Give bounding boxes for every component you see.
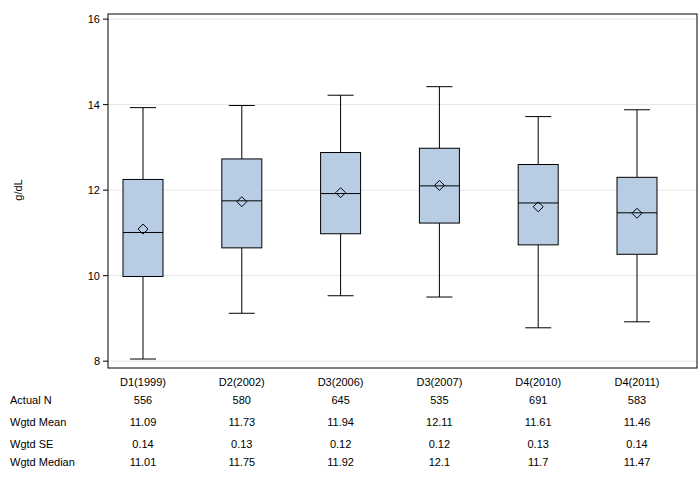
box [518, 164, 558, 244]
table-value: 0.13 [231, 438, 252, 450]
category-label: D1(1999) [120, 376, 166, 388]
mean-marker [336, 188, 346, 198]
table-value: 0.12 [330, 438, 351, 450]
row-label: Wgtd Mean [10, 416, 66, 428]
category-label: D3(2006) [318, 376, 364, 388]
whisker-low [439, 223, 440, 297]
whisker-low [538, 245, 539, 328]
category-label: D4(2011) [614, 376, 659, 388]
table-value: 11.73 [228, 416, 255, 428]
tick-label: 10 [88, 270, 100, 282]
whisker-cap-low [130, 359, 156, 360]
table-value: 0.14 [132, 438, 153, 450]
table-value: 583 [628, 394, 646, 406]
row-label: Wgtd SE [10, 438, 53, 450]
whisker-cap-high [229, 105, 255, 106]
box [222, 159, 262, 248]
box [419, 148, 459, 223]
tick-mark [103, 361, 108, 362]
box [321, 153, 361, 234]
table-value: 580 [233, 394, 251, 406]
table-value: 11.61 [525, 416, 552, 428]
whisker-high [439, 87, 440, 149]
mean-marker [533, 202, 543, 212]
whisker-cap-low [525, 327, 551, 328]
row-label: Wgtd Median [10, 456, 75, 468]
grid-line [108, 361, 697, 362]
chart: 8 10 12 14 16 g/dL D1(1999) D2(2002) D3(2006) D3(… [0, 0, 700, 500]
axis-label: g/dL [12, 179, 24, 200]
grid-line [108, 190, 697, 191]
table-value: 12.1 [429, 456, 450, 468]
tick-mark [103, 104, 108, 105]
whisker-low [637, 254, 638, 322]
whisker-low [241, 248, 242, 313]
grid-line [108, 104, 697, 105]
whisker-cap-high [624, 109, 650, 110]
table-value: 11.94 [327, 416, 354, 428]
background [0, 0, 700, 500]
whisker-cap-low [229, 313, 255, 314]
tick-mark [103, 19, 108, 20]
whisker-cap-low [624, 321, 650, 322]
whisker-low [340, 234, 341, 296]
median-line [419, 185, 459, 186]
mean-marker [138, 224, 148, 234]
whisker-cap-high [130, 107, 156, 108]
whisker-cap-low [328, 295, 354, 296]
tick-label: 14 [88, 99, 100, 111]
category-label: D3(2007) [416, 376, 462, 388]
table-value: 645 [331, 394, 349, 406]
tick-label: 12 [88, 184, 100, 196]
table-value: 691 [529, 394, 547, 406]
whisker-high [241, 105, 242, 158]
mean-marker [237, 197, 247, 207]
whisker-cap-low [426, 297, 452, 298]
table-value: 556 [134, 394, 152, 406]
median-line [518, 202, 558, 203]
median-line [123, 232, 163, 233]
plot-frame [108, 14, 697, 368]
table-value: 11.7 [528, 456, 549, 468]
median-line [617, 212, 657, 213]
whisker-cap-high [328, 95, 354, 96]
table-value: 0.12 [429, 438, 450, 450]
table-value: 11.46 [624, 416, 651, 428]
table-value: 11.47 [624, 456, 651, 468]
row-label: Actual N [10, 394, 52, 406]
category-label: D4(2010) [515, 376, 561, 388]
whisker-cap-high [426, 86, 452, 87]
box [617, 177, 657, 254]
whisker-cap-high [525, 116, 551, 117]
table-value: 11.92 [327, 456, 354, 468]
whisker-high [340, 95, 341, 152]
median-line [222, 200, 262, 201]
plot-area [123, 87, 657, 359]
table-value: 11.75 [228, 456, 255, 468]
whisker-high [143, 108, 144, 180]
mean-marker [632, 208, 642, 218]
whisker-high [538, 117, 539, 165]
table-value: 0.14 [626, 438, 647, 450]
table-value: 11.01 [130, 456, 157, 468]
whisker-high [637, 110, 638, 178]
tick-mark [103, 275, 108, 276]
table-value: 11.09 [130, 416, 157, 428]
category-label: D2(2002) [219, 376, 265, 388]
table-value: 535 [430, 394, 448, 406]
table-value: 12.11 [426, 416, 453, 428]
median-line [321, 193, 361, 194]
tick-label: 16 [88, 13, 100, 25]
table-value: 0.13 [527, 438, 548, 450]
grid-line [108, 19, 697, 20]
box [123, 179, 163, 276]
grid-line [108, 275, 697, 276]
tick-mark [103, 190, 108, 191]
mean-marker [434, 180, 444, 190]
tick-label: 8 [94, 355, 100, 367]
whisker-low [143, 277, 144, 360]
